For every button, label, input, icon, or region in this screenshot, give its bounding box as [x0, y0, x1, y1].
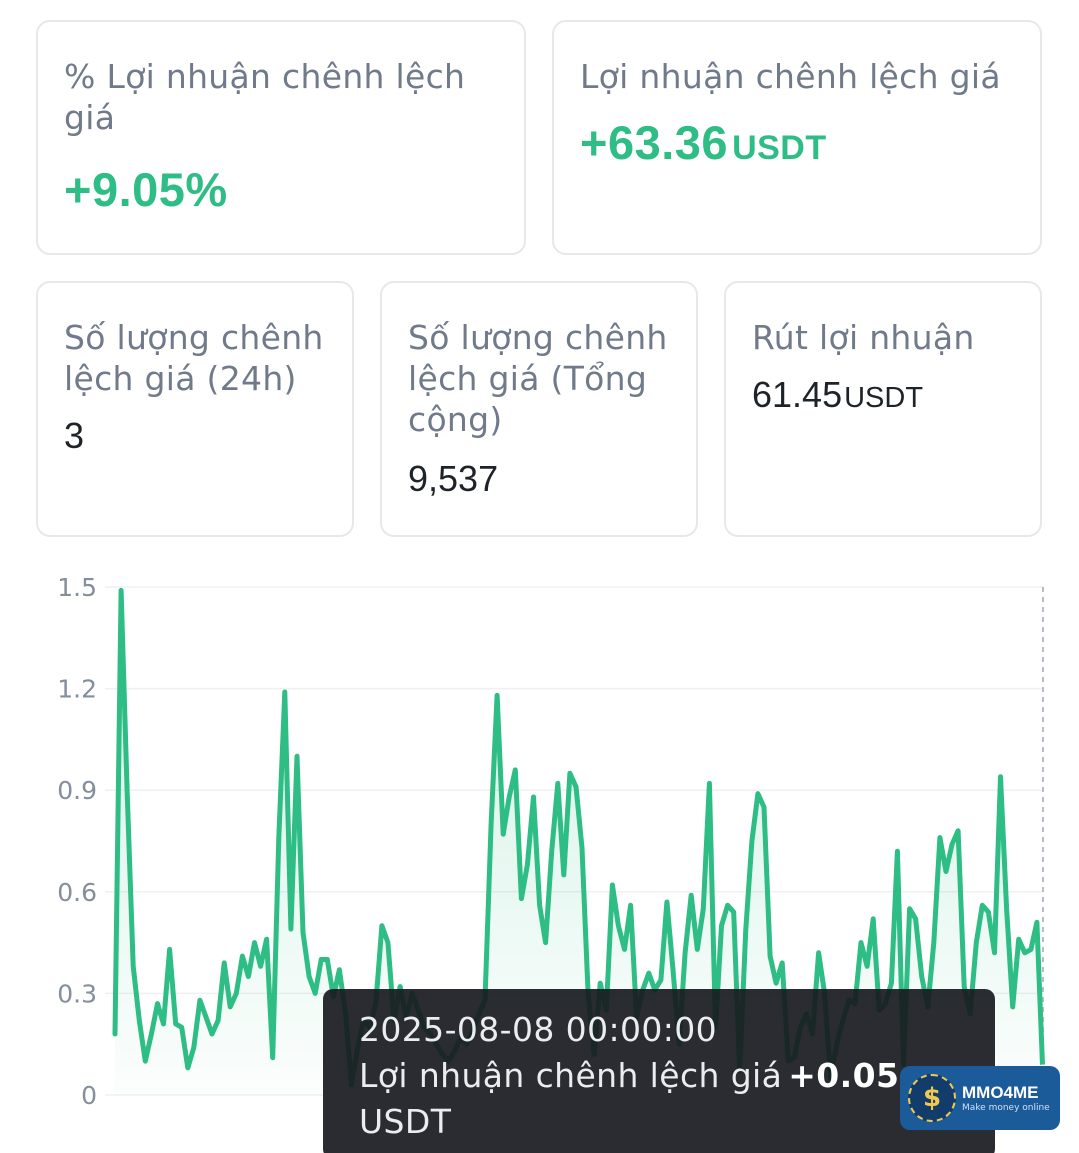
- watermark-brand: MMO4ME: [962, 1083, 1039, 1102]
- withdraw-profit-amount: 61.45USDT: [752, 374, 1016, 416]
- arbitrage-profit-unit: USDT: [732, 129, 827, 167]
- tooltip-row: Lợi nhuận chênh lệch giá +0.05: [359, 1053, 959, 1099]
- withdraw-profit-unit: USDT: [844, 382, 924, 414]
- y-tick-label: 1.2: [57, 675, 97, 704]
- y-tick-label: 0: [81, 1081, 97, 1110]
- arbitrage-count-24h-value: 3: [64, 415, 85, 456]
- arbitrage-profit-value: +63.36: [580, 116, 729, 169]
- chart-tooltip: 2025-08-08 00:00:00 Lợi nhuận chênh lệch…: [323, 989, 995, 1153]
- y-tick-label: 0.6: [57, 878, 97, 907]
- y-tick-label: 0.3: [57, 979, 97, 1008]
- arbitrage-profit-card: Lợi nhuận chênh lệch giá +63.36 USDT: [552, 20, 1042, 255]
- tooltip-unit: USDT: [359, 1102, 452, 1141]
- tooltip-label: Lợi nhuận chênh lệch giá: [359, 1056, 783, 1095]
- tooltip-date: 2025-08-08 00:00:00: [359, 1010, 718, 1049]
- arbitrage-count-24h-card: Số lượng chênh lệch giá (24h) 3: [36, 281, 354, 537]
- arbitrage-count-total-card: Số lượng chênh lệch giá (Tổng cộng) 9,53…: [380, 281, 698, 537]
- arbitrage-profit-percent-card: % Lợi nhuận chênh lệch giá +9.05%: [36, 20, 526, 255]
- mmo4me-watermark: $ MMO4ME Make money online: [900, 1066, 1060, 1130]
- withdraw-profit-label: Rút lợi nhuận: [752, 318, 975, 357]
- withdraw-profit-value: 61.45: [752, 374, 843, 415]
- arbitrage-profit-percent-label: % Lợi nhuận chênh lệch giá: [64, 57, 466, 137]
- arbitrage-profit-amount: +63.36 USDT: [580, 115, 1016, 170]
- arbitrage-count-total-value: 9,537: [408, 458, 499, 499]
- y-axis-ticks: 0 0.3 0.6 0.9 1.2 1.5: [57, 573, 97, 1110]
- arbitrage-count-24h-label: Số lượng chênh lệch giá (24h): [64, 318, 324, 398]
- arbitrage-count-total-label: Số lượng chênh lệch giá (Tổng cộng): [408, 318, 668, 439]
- withdraw-profit-card[interactable]: Rút lợi nhuận 61.45USDT: [724, 281, 1042, 537]
- arbitrage-profit-label: Lợi nhuận chênh lệch giá: [580, 57, 1001, 96]
- tooltip-value: +0.05: [788, 1056, 900, 1095]
- y-tick-label: 0.9: [57, 776, 97, 805]
- dollar-coin-icon: $: [908, 1074, 956, 1122]
- watermark-text: MMO4ME Make money online: [962, 1083, 1050, 1113]
- arbitrage-profit-percent-value: +9.05%: [64, 163, 228, 216]
- y-tick-label: 1.5: [57, 573, 97, 602]
- watermark-tagline: Make money online: [962, 1103, 1050, 1113]
